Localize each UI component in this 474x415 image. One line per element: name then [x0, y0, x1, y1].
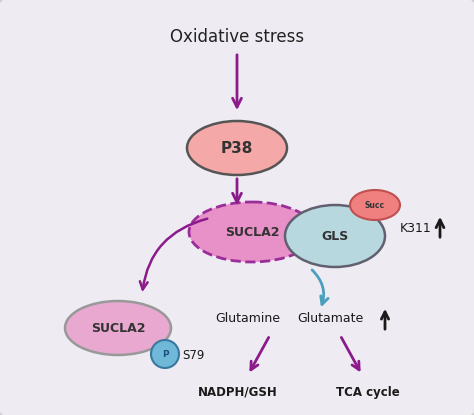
Ellipse shape: [189, 202, 315, 262]
Circle shape: [151, 340, 179, 368]
Ellipse shape: [187, 121, 287, 175]
Text: S79: S79: [182, 349, 204, 361]
Text: TCA cycle: TCA cycle: [336, 386, 400, 398]
Text: K311: K311: [400, 222, 432, 234]
Text: Oxidative stress: Oxidative stress: [170, 28, 304, 46]
Text: P38: P38: [221, 141, 253, 156]
Text: SUCLA2: SUCLA2: [225, 225, 279, 239]
Ellipse shape: [350, 190, 400, 220]
Ellipse shape: [285, 205, 385, 267]
Ellipse shape: [65, 301, 171, 355]
Text: Glutamine: Glutamine: [216, 312, 281, 325]
Text: SUCLA2: SUCLA2: [91, 322, 145, 334]
Text: Glutamate: Glutamate: [297, 312, 363, 325]
Text: Succ: Succ: [365, 200, 385, 210]
Text: GLS: GLS: [321, 229, 348, 242]
Text: NADPH/GSH: NADPH/GSH: [198, 386, 278, 398]
Text: P: P: [162, 349, 168, 359]
